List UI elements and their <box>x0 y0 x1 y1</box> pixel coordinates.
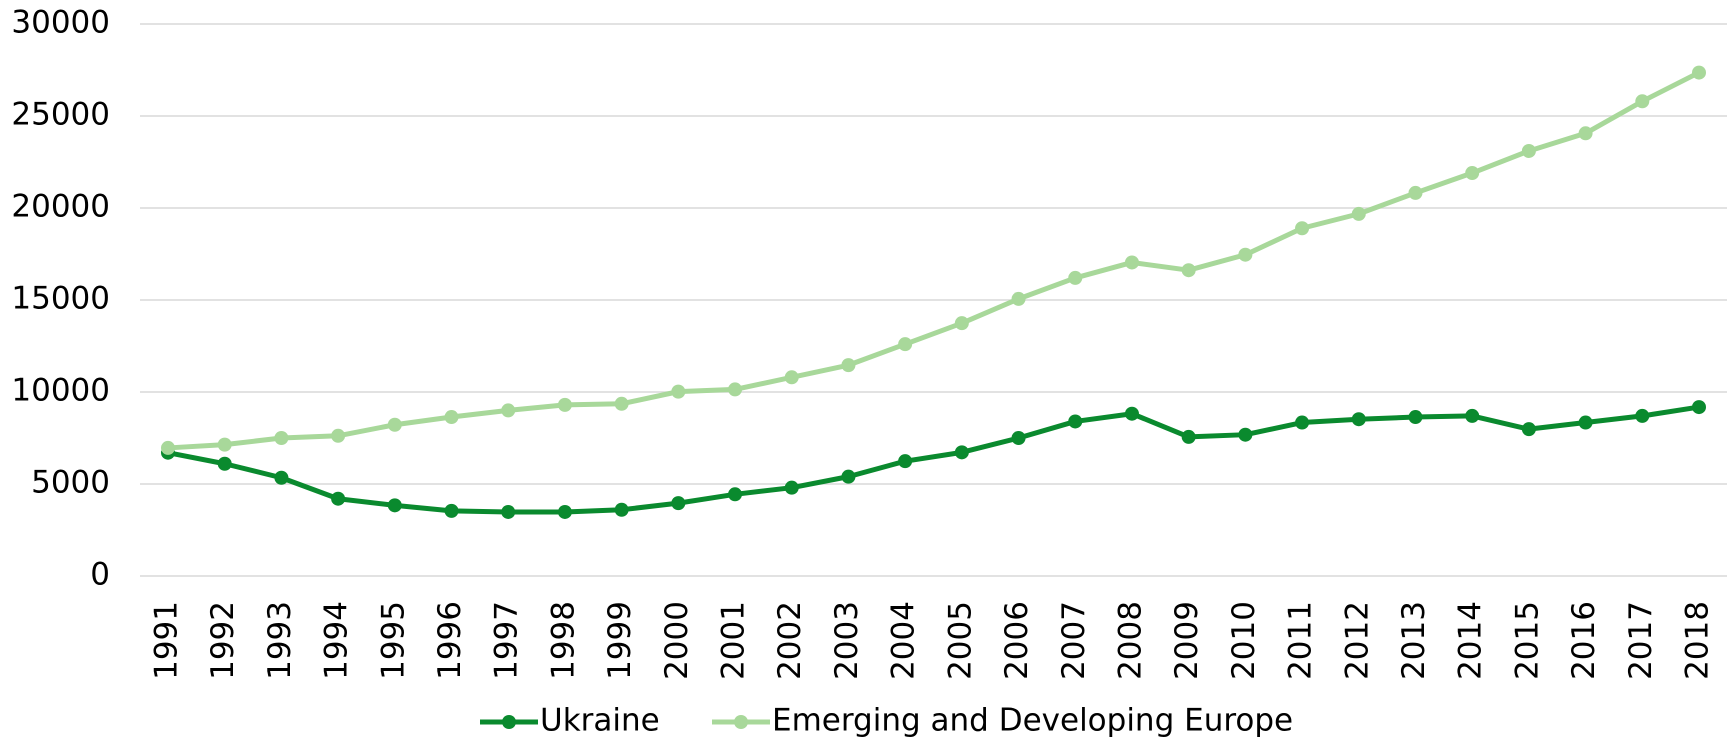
data-point <box>1238 247 1253 262</box>
data-point <box>1351 206 1366 221</box>
data-point <box>444 410 459 425</box>
x-tick-label: 2006 <box>999 601 1035 680</box>
y-tick-label: 15000 <box>11 281 110 317</box>
x-tick-label: 2001 <box>716 601 752 680</box>
x-tick-label: 1997 <box>489 601 525 680</box>
data-point <box>1011 431 1026 445</box>
x-tick-label: 2018 <box>1680 601 1716 680</box>
x-tick-label: 2014 <box>1453 601 1489 680</box>
data-point <box>1521 422 1536 437</box>
series-line <box>167 70 1701 451</box>
series-line <box>167 404 1700 515</box>
data-point <box>1578 126 1593 141</box>
data-point <box>387 417 402 432</box>
x-tick-label: 2007 <box>1056 601 1092 680</box>
y-tick-label: 5000 <box>31 465 110 501</box>
data-point <box>501 403 516 418</box>
data-point <box>1238 427 1253 442</box>
y-tick-label: 0 <box>90 557 110 593</box>
data-point <box>784 370 799 385</box>
y-tick-label: 10000 <box>11 373 110 409</box>
legend-item: Emerging and Developing Europe <box>712 703 1293 739</box>
y-tick-label: 20000 <box>11 189 110 225</box>
data-point <box>274 470 289 485</box>
data-point <box>1521 143 1536 158</box>
legend-label: Emerging and Developing Europe <box>772 703 1293 739</box>
data-point <box>784 480 799 495</box>
data-point <box>671 384 686 399</box>
data-point <box>1692 65 1706 80</box>
x-tick-label: 1995 <box>375 601 411 680</box>
data-point <box>898 454 913 469</box>
data-point <box>1635 94 1650 109</box>
data-point <box>217 456 232 471</box>
x-tick-label: 2000 <box>659 601 695 680</box>
data-point <box>1295 221 1310 236</box>
data-point <box>954 316 969 331</box>
x-tick-label: 2002 <box>772 601 808 680</box>
data-point <box>557 397 572 412</box>
data-point <box>387 498 402 513</box>
data-point <box>841 469 856 484</box>
data-point <box>728 382 743 397</box>
data-point <box>1181 263 1196 278</box>
x-tick-label: 2010 <box>1226 601 1262 680</box>
x-tick-label: 1994 <box>319 601 355 680</box>
data-point <box>1465 408 1480 423</box>
x-tick-label: 2011 <box>1283 601 1319 680</box>
data-point <box>1124 406 1139 421</box>
data-point <box>954 445 969 460</box>
x-tick-label: 2017 <box>1623 601 1659 680</box>
data-point <box>1408 410 1423 425</box>
data-point <box>728 487 743 502</box>
x-tick-label: 2009 <box>1169 601 1205 680</box>
data-point <box>614 502 629 517</box>
x-tick-label: 1996 <box>432 601 468 680</box>
data-point <box>331 491 346 506</box>
data-point <box>1295 415 1310 430</box>
x-tick-label: 1991 <box>149 601 185 680</box>
x-tick-label: 1998 <box>545 601 581 680</box>
y-tick-label: 25000 <box>11 97 110 133</box>
x-tick-label: 2016 <box>1566 601 1602 680</box>
data-point <box>1068 414 1083 429</box>
legend-marker <box>502 715 516 729</box>
x-tick-label: 1999 <box>602 601 638 680</box>
data-point <box>1351 412 1366 427</box>
x-tick-label: 1993 <box>262 601 298 680</box>
x-tick-label: 2012 <box>1339 601 1375 680</box>
data-point <box>274 431 289 445</box>
data-point <box>671 496 686 511</box>
data-point <box>1578 415 1593 430</box>
data-point <box>1692 400 1706 415</box>
data-point <box>898 337 913 352</box>
x-tick-label: 2008 <box>1112 601 1148 680</box>
legend-item: Ukraine <box>480 703 660 739</box>
x-tick-label: 2004 <box>886 601 922 680</box>
legend-label: Ukraine <box>540 703 660 739</box>
x-tick-label: 2015 <box>1509 601 1545 680</box>
x-tick-label: 2005 <box>942 601 978 680</box>
x-tick-label: 1992 <box>205 601 241 680</box>
data-point <box>614 396 629 411</box>
data-point <box>444 503 459 518</box>
data-point <box>1011 291 1026 306</box>
data-point <box>217 437 232 452</box>
y-tick-label: 30000 <box>11 5 110 41</box>
data-point <box>1124 255 1139 270</box>
data-point <box>1181 429 1196 444</box>
x-tick-label: 2003 <box>829 601 865 680</box>
x-tick-label: 2013 <box>1396 601 1432 680</box>
data-point <box>557 504 572 519</box>
data-point <box>1465 166 1480 181</box>
data-point <box>161 440 175 455</box>
legend-marker <box>734 715 748 729</box>
data-point <box>1408 185 1423 200</box>
data-point <box>1635 408 1650 423</box>
data-point <box>1068 270 1083 285</box>
data-point <box>501 504 516 519</box>
data-point <box>331 428 346 443</box>
data-point <box>841 358 856 373</box>
